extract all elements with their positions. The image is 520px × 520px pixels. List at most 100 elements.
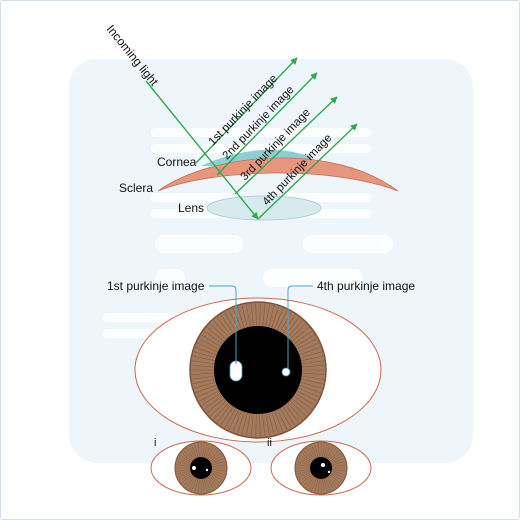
iris-streak [210,473,223,481]
eye-i-label: i [154,437,156,449]
iris-streak [287,402,304,420]
faint-blocks [103,128,393,338]
iris-streak [210,455,223,463]
iris-streak [232,307,242,330]
iris-streak [206,326,225,342]
iris-streak [308,446,316,459]
iris-streak [181,474,193,484]
iris-streak [208,475,219,486]
iris-streak [265,413,270,437]
iris-streak [274,410,284,433]
iris-streak [284,404,300,423]
iris-streak [194,443,199,458]
iris-streak [259,413,261,437]
iris-streak [241,412,248,436]
iris-streak [329,474,341,484]
reflection-ray-2 [216,72,318,176]
iris-streak [203,478,208,493]
iris-streak [289,323,307,340]
small-eye-i-reflection-4 [205,468,209,472]
iris-streak [192,378,216,385]
iris-streak [204,478,211,492]
iris-streak [237,306,245,329]
iris-streak [194,346,217,356]
iris-streak [279,407,292,429]
iris-streak [250,303,254,327]
iris-streak [193,381,216,389]
iris-streak [331,461,346,466]
iris-streak [262,303,266,327]
iris-streak [216,404,232,423]
iris-streak [330,455,343,463]
iris-streak [277,409,288,431]
iris-streak [301,365,325,368]
iris-streak [191,372,215,375]
iris-streak [211,469,226,472]
iris-streak [209,323,227,340]
iris-streak [209,400,227,417]
iris-streak [326,477,334,490]
iris-streak [207,448,217,460]
iris-streak [211,464,226,467]
lens-shape [206,195,322,221]
incoming-light-ray [145,80,259,220]
reflection-ray-3 [234,96,338,195]
iris-streak [193,351,216,359]
iris-streak [191,360,215,365]
iris-streak [194,478,199,493]
iris-streak [327,476,337,488]
iris-streak [311,478,318,492]
iris-streak [206,477,214,490]
iris-streak [196,342,218,353]
iris-streak [212,320,229,338]
iris-streak [232,410,242,433]
iris-streak [326,446,334,459]
iris-streak [185,476,195,488]
iris-streak [224,407,237,429]
iris-streak [202,443,205,458]
iris-streak [317,443,320,458]
eye-ii-label: ii [267,437,272,449]
callout-line-1 [209,285,237,364]
iris-streak [191,365,215,368]
iris-streak [202,478,205,493]
iris-streak [197,443,200,458]
small-eye-i-pupil [190,457,212,479]
iris-streak [289,400,307,417]
iris-streak [228,309,239,331]
iris-streak [209,474,221,484]
small-eye-ii-reflection-4 [327,470,331,474]
iris-streak [207,476,217,488]
iris-streak [287,320,304,338]
iris-streak [301,372,325,375]
iris-streak [271,306,279,329]
iris-streak [299,384,322,394]
iris-streak [291,398,310,414]
iris-streak [299,473,312,481]
iris-streak [300,378,324,385]
iris-streak [296,470,311,475]
iris-streak [196,387,218,398]
iris-streak [246,303,251,327]
iris-streak [211,471,225,478]
iris-streak [191,478,198,492]
iris-streak [296,338,318,350]
reflection-ray-4 [257,123,358,220]
iris-streak [296,390,318,402]
iris-streak [331,469,346,472]
iris-streak [328,450,339,461]
iris-streak [203,395,223,410]
iris-streak [329,452,341,462]
iris-streak [296,464,311,467]
eye-callout-label-1: 1st purkinje image [107,279,205,293]
small-eye-i-reflection [192,466,196,470]
iris-streak [324,478,331,492]
iris-streak [176,464,191,467]
iris-streak [301,360,325,365]
iris-streak [282,406,296,426]
iris-streak [177,471,191,478]
iris-streak [301,474,313,484]
iris-streak [282,314,296,334]
